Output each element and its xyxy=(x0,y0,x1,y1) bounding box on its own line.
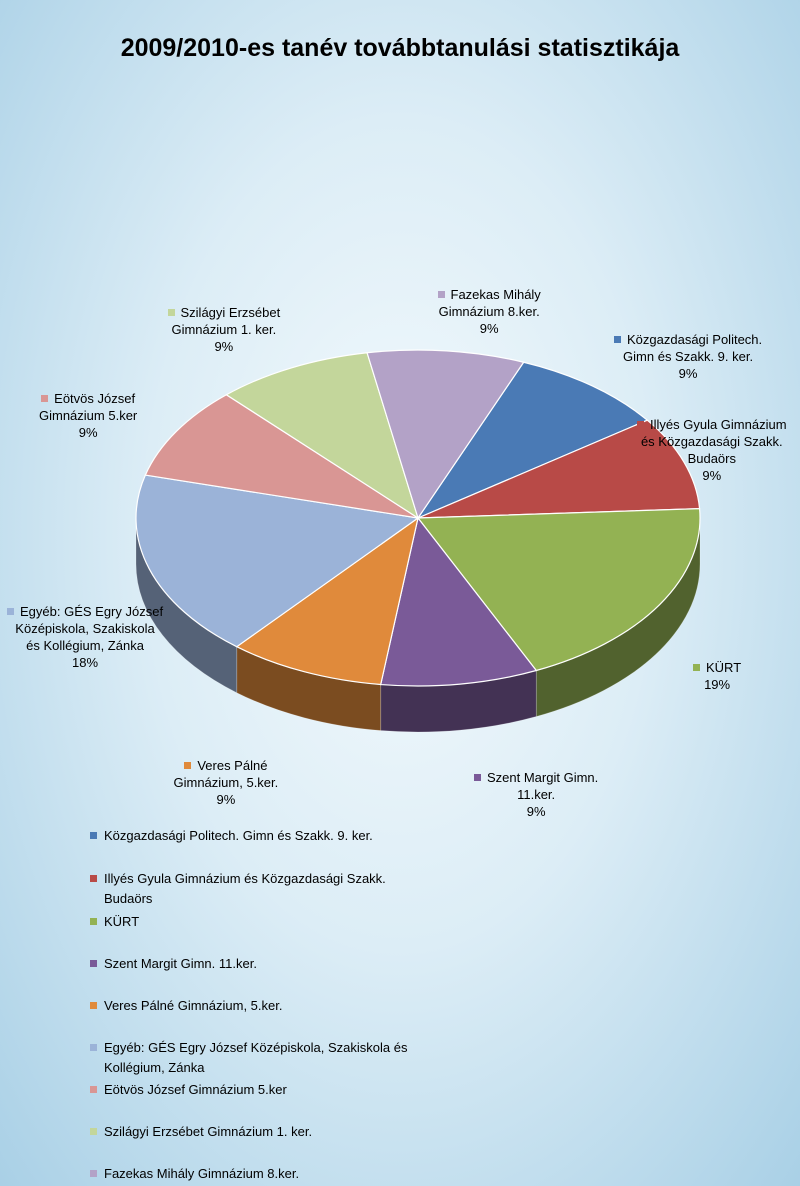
data-label-text: Gimnázium 8.ker. xyxy=(438,304,540,319)
data-label-text: 9% xyxy=(214,339,234,354)
legend-item-4: Veres Pálné Gimnázium, 5.ker. xyxy=(90,996,420,1016)
data-label-text: Gimnázium 1. ker. xyxy=(171,322,277,337)
legend-item-2: KÜRT xyxy=(90,912,420,932)
data-label-text: Gimnázium, 5.ker. xyxy=(173,775,279,790)
data-label-text: Gimnázium 5.ker xyxy=(39,408,138,423)
data-label-text: Illyés Gyula Gimnázium xyxy=(650,417,787,432)
data-label-text: 9% xyxy=(526,804,546,819)
data-label-text: Budaörs xyxy=(687,451,736,466)
data-label-text: Szilágyi Erzsébet xyxy=(180,305,281,320)
legend-label: Kollégium, Zánka xyxy=(104,1060,205,1075)
legend-marker-1 xyxy=(90,875,97,882)
data-label-text: 11.ker. xyxy=(517,787,556,802)
data-label-marker-1 xyxy=(637,421,644,428)
legend-label: Szent Margit Gimn. 11.ker. xyxy=(104,956,257,971)
legend-marker-4 xyxy=(90,1002,97,1009)
legend-marker-2 xyxy=(90,918,97,925)
data-label-text: 9% xyxy=(78,425,98,440)
pie-slice-7 xyxy=(225,352,420,520)
data-label-marker-6 xyxy=(41,395,49,402)
data-label-text: Fazekas Mihály xyxy=(450,287,541,302)
legend-marker-7 xyxy=(90,1128,97,1135)
data-label-marker-4 xyxy=(184,762,192,769)
legend-marker-3 xyxy=(90,960,97,967)
data-label-7: Szilágyi Erzsébet Gimnázium 1. ker. 9% xyxy=(167,304,281,355)
data-label-2: KÜRT 19% xyxy=(693,659,741,693)
data-label-marker-2 xyxy=(693,664,700,671)
data-label-marker-8 xyxy=(437,291,445,298)
legend-item-7: Szilágyi Erzsébet Gimnázium 1. ker. xyxy=(90,1122,420,1142)
chart-title: 2009/2010-es tanév továbbtanulási statis… xyxy=(120,34,680,62)
legend-label: Veres Pálné Gimnázium, 5.ker. xyxy=(104,998,283,1013)
data-label-text: 19% xyxy=(704,677,731,692)
legend-item-0: Közgazdasági Politech. Gimn és Szakk. 9.… xyxy=(90,826,420,846)
data-label-text: 9% xyxy=(702,468,722,483)
data-label-text: 9% xyxy=(216,792,236,807)
data-label-marker-3 xyxy=(474,774,481,781)
pie-slice-1 xyxy=(417,419,701,519)
data-label-6: Eötvös József Gimnázium 5.ker 9% xyxy=(39,390,137,441)
data-label-marker-7 xyxy=(167,309,175,316)
data-label-marker-5 xyxy=(7,608,14,615)
pie-slice-8 xyxy=(366,349,525,520)
legend-item-1: Illyés Gyula Gimnázium és Közgazdasági S… xyxy=(90,869,420,909)
data-label-text: és Kollégium, Zánka xyxy=(26,638,144,653)
pie-slice-4 xyxy=(235,516,419,686)
data-label-text: 9% xyxy=(479,321,499,336)
legend-marker-5 xyxy=(90,1044,97,1051)
pie-slice-6 xyxy=(144,394,419,519)
legend-label: Szilágyi Erzsébet Gimnázium 1. ker. xyxy=(104,1124,313,1139)
data-label-text: Veres Pálné xyxy=(197,758,268,773)
pie-slice-0 xyxy=(416,361,649,520)
data-label-text: Eötvös József xyxy=(54,391,136,406)
legend-label: KÜRT xyxy=(104,914,140,929)
legend-label: Egyéb: GÉS Egry József Középiskola, Szak… xyxy=(104,1040,408,1055)
data-label-3: Szent Margit Gimn. 11.ker. 9% xyxy=(474,769,598,820)
legend-item-6: Eötvös József Gimnázium 5.ker xyxy=(90,1080,420,1100)
pie-slice-3 xyxy=(379,516,538,687)
data-label-marker-0 xyxy=(614,336,621,343)
pie-slice-2 xyxy=(416,508,701,672)
data-label-text: 18% xyxy=(72,655,99,670)
data-label-1: Illyés Gyula Gimnázium és Közgazdasági Sz… xyxy=(637,416,787,484)
data-label-text: Közgazdasági Politech. xyxy=(627,332,763,347)
data-label-5: Egyéb: GÉS Egry József Középiskola, Szaki… xyxy=(7,603,163,671)
data-label-8: Fazekas Mihály Gimnázium 8.ker. 9% xyxy=(437,286,541,337)
legend-marker-6 xyxy=(90,1086,97,1093)
data-label-4: Veres Pálné Gimnázium, 5.ker. 9% xyxy=(174,757,279,808)
pie-slice-5 xyxy=(135,474,420,648)
data-label-text: Egyéb: GÉS Egry József xyxy=(20,604,164,619)
data-label-0: Közgazdasági Politech. Gimn és Szakk. 9. … xyxy=(614,331,762,382)
legend-label: Eötvös József Gimnázium 5.ker xyxy=(104,1082,287,1097)
legend-marker-8 xyxy=(90,1170,97,1177)
legend-label: Közgazdasági Politech. Gimn és Szakk. 9.… xyxy=(104,828,373,843)
legend-item-8: Fazekas Mihály Gimnázium 8.ker. xyxy=(90,1164,420,1184)
data-label-text: KÜRT xyxy=(706,660,742,675)
legend-item-3: Szent Margit Gimn. 11.ker. xyxy=(90,954,420,974)
data-label-text: Gimn és Szakk. 9. ker. xyxy=(623,349,754,364)
data-label-text: 9% xyxy=(678,366,698,381)
legend-marker-0 xyxy=(90,832,97,839)
data-label-text: Szent Margit Gimn. xyxy=(487,770,599,785)
data-label-text: és Közgazdasági Szakk. xyxy=(640,434,783,449)
legend-label: Fazekas Mihály Gimnázium 8.ker. xyxy=(104,1166,300,1181)
legend-label: Illyés Gyula Gimnázium és Közgazdasági S… xyxy=(104,871,386,906)
legend-item-5: Egyéb: GÉS Egry József Középiskola, Szak… xyxy=(90,1038,420,1078)
data-label-text: Középiskola, Szakiskola xyxy=(15,621,155,636)
